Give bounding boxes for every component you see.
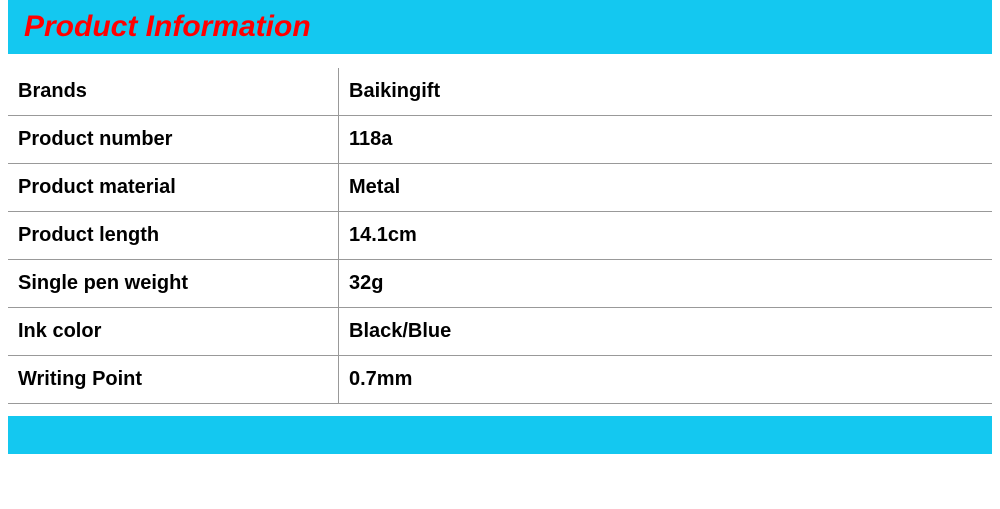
table-row: Ink color Black/Blue — [8, 308, 992, 356]
spec-label: Product length — [8, 212, 339, 260]
table-row: Brands Baikingift — [8, 68, 992, 116]
spec-value: 118a — [339, 116, 993, 164]
table-row: Product length 14.1cm — [8, 212, 992, 260]
spec-label: Single pen weight — [8, 260, 339, 308]
spec-label: Ink color — [8, 308, 339, 356]
spec-value: 32g — [339, 260, 993, 308]
spec-value: Baikingift — [339, 68, 993, 116]
spec-value: 0.7mm — [339, 356, 993, 404]
spec-label: Brands — [8, 68, 339, 116]
header-gap — [8, 54, 992, 68]
spec-label: Writing Point — [8, 356, 339, 404]
table-row: Product material Metal — [8, 164, 992, 212]
header-title: Product Information — [24, 10, 311, 43]
spec-label: Product material — [8, 164, 339, 212]
spec-value: Black/Blue — [339, 308, 993, 356]
spec-label: Product number — [8, 116, 339, 164]
spec-value: Metal — [339, 164, 993, 212]
table-row: Product number 118a — [8, 116, 992, 164]
table-row: Writing Point 0.7mm — [8, 356, 992, 404]
spec-table: Brands Baikingift Product number 118a Pr… — [8, 68, 992, 404]
footer-bar — [8, 416, 992, 454]
header-bar: Product Information — [8, 0, 992, 54]
product-info-container: Product Information Brands Baikingift Pr… — [0, 0, 1000, 509]
table-row: Single pen weight 32g — [8, 260, 992, 308]
spec-value: 14.1cm — [339, 212, 993, 260]
